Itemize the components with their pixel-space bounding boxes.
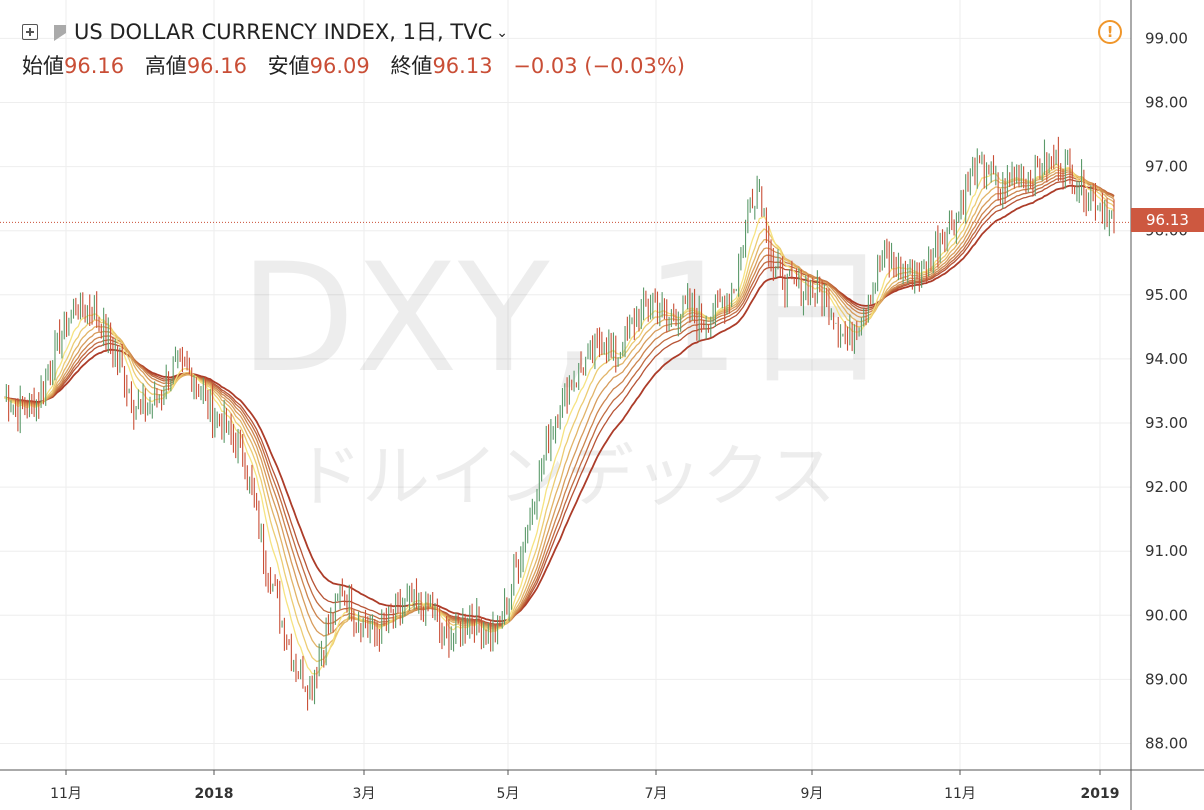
x-tick-label: 11月 (50, 786, 82, 802)
y-tick-label: 99.00 (1145, 29, 1188, 47)
warning-icon[interactable]: ! (1098, 20, 1122, 44)
y-tick-label: 98.00 (1145, 94, 1188, 112)
close-label: 終値 (390, 54, 433, 78)
chevron-down-icon[interactable]: ⌄ (496, 25, 508, 41)
y-tick-label: 92.00 (1145, 478, 1188, 496)
x-tick-label: 3月 (353, 786, 376, 802)
x-tick-label: 9月 (801, 786, 824, 802)
last-price-badge: 96.13 (1131, 208, 1204, 232)
symbol-title[interactable]: US DOLLAR CURRENCY INDEX, 1日, TVC (74, 20, 493, 44)
high-label: 高値 (144, 54, 187, 78)
open-value: 96.16 (64, 54, 125, 78)
x-tick-label: 5月 (497, 786, 520, 802)
x-tick-label: 7月 (645, 786, 668, 802)
low-label: 安値 (267, 54, 310, 78)
y-tick-label: 88.00 (1145, 735, 1188, 753)
y-tick-label: 93.00 (1145, 414, 1188, 432)
flag-icon[interactable] (54, 25, 66, 41)
x-tick-label: 2019 (1081, 786, 1120, 802)
close-value: 96.13 (432, 54, 493, 78)
expand-icon[interactable] (22, 24, 38, 40)
x-tick-label: 2018 (195, 786, 234, 802)
y-tick-label: 97.00 (1145, 158, 1188, 176)
chart-header: US DOLLAR CURRENCY INDEX, 1日, TVC ⌄ (22, 16, 508, 46)
open-label: 始値 (22, 54, 64, 78)
plot-area (0, 0, 1131, 770)
x-tick-label: 11月 (944, 786, 976, 802)
y-tick-label: 89.00 (1145, 670, 1188, 688)
high-value: 96.16 (186, 54, 247, 78)
low-value: 96.09 (309, 54, 370, 78)
y-tick-label: 94.00 (1145, 350, 1188, 368)
y-tick-label: 91.00 (1145, 542, 1188, 560)
ohlc-legend: 始値96.16 高値96.16 安値96.09 終値96.13 −0.03 (−… (22, 50, 685, 80)
y-tick-label: 95.00 (1145, 286, 1188, 304)
change-value: −0.03 (−0.03%) (513, 54, 685, 78)
y-tick-label: 90.00 (1145, 606, 1188, 624)
watermark-symbol: DXY, 1日 (240, 232, 891, 406)
